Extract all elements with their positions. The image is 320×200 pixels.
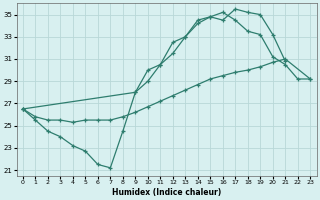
X-axis label: Humidex (Indice chaleur): Humidex (Indice chaleur) [112,188,221,197]
